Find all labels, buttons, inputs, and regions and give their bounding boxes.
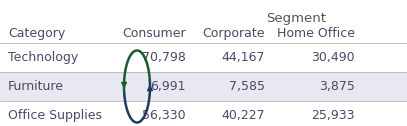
Bar: [0, 101, 407, 126]
Text: Consumer: Consumer: [123, 27, 186, 40]
Text: 44,167: 44,167: [221, 51, 265, 64]
Text: Category: Category: [8, 27, 65, 40]
Text: Segment: Segment: [267, 12, 326, 25]
Bar: [0, 72, 407, 101]
Text: Technology: Technology: [8, 51, 78, 64]
Text: 70,798: 70,798: [142, 51, 186, 64]
Text: 40,227: 40,227: [221, 109, 265, 122]
Text: 30,490: 30,490: [311, 51, 355, 64]
Text: Home Office: Home Office: [277, 27, 355, 40]
Text: 7,585: 7,585: [229, 80, 265, 93]
Text: Office Supplies: Office Supplies: [8, 109, 102, 122]
Text: Corporate: Corporate: [203, 27, 265, 40]
Text: 25,933: 25,933: [311, 109, 355, 122]
Text: 6,991: 6,991: [151, 80, 186, 93]
Text: 56,330: 56,330: [142, 109, 186, 122]
Text: 3,875: 3,875: [319, 80, 355, 93]
Text: Furniture: Furniture: [8, 80, 64, 93]
Bar: [0, 43, 407, 72]
